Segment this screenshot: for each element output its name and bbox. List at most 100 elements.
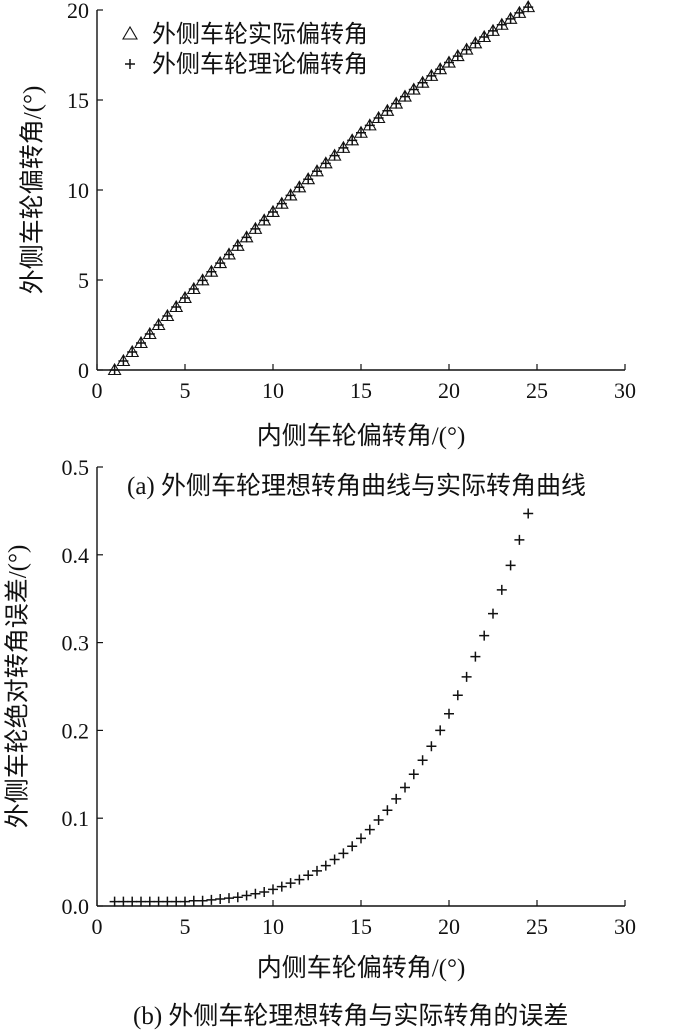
data-point-plus xyxy=(391,793,402,804)
data-point-plus xyxy=(303,174,314,185)
data-point-plus xyxy=(206,266,217,277)
data-point-plus xyxy=(496,584,507,595)
data-point-plus xyxy=(118,356,129,366)
x-tick-label: 25 xyxy=(526,378,548,403)
y-tick-label: 0.2 xyxy=(62,718,90,743)
x-axis-title: 内侧车轮偏转角/(°) xyxy=(257,422,466,450)
data-point-plus xyxy=(338,848,349,859)
data-point-plus xyxy=(417,755,428,766)
data-point-plus xyxy=(215,893,226,904)
data-point-plus xyxy=(303,870,314,881)
x-tick-label: 20 xyxy=(438,914,460,939)
x-tick-label: 30 xyxy=(614,378,636,403)
data-point-plus xyxy=(435,64,446,75)
data-point-plus xyxy=(144,896,155,907)
data-point-plus xyxy=(136,338,146,348)
data-point-plus xyxy=(180,896,190,907)
chart-panel-b: 0 5 10 15 20 25 30 0.0 0.1 0.2 0.3 0.4 0.5 内侧车轮偏转角/(°… xyxy=(4,455,636,1030)
data-point-plus xyxy=(426,70,437,81)
x-tick-label: 15 xyxy=(350,378,372,403)
data-point-plus xyxy=(505,13,516,24)
data-point-plus xyxy=(285,190,296,201)
data-point-plus xyxy=(171,896,182,907)
y-axis-title: 外侧车轮偏转角/(°) xyxy=(19,86,47,295)
data-point-plus xyxy=(294,874,305,885)
data-point-plus xyxy=(259,215,270,226)
data-point-plus xyxy=(488,608,498,619)
x-tick-label: 10 xyxy=(262,914,284,939)
data-point-plus xyxy=(259,886,270,897)
data-point-plus xyxy=(382,805,393,816)
data-point-plus xyxy=(250,888,261,899)
data-point-plus xyxy=(470,38,481,49)
data-point-plus xyxy=(470,651,481,662)
data-point-plus xyxy=(505,560,516,571)
data-point-plus xyxy=(444,57,454,68)
data-point-plus xyxy=(171,302,182,312)
data-point-plus xyxy=(285,878,296,889)
data-point-plus xyxy=(514,7,525,18)
y-tick-label: 0 xyxy=(78,358,89,383)
data-point-plus xyxy=(461,44,472,55)
data-point-plus xyxy=(452,690,463,701)
data-point-plus xyxy=(232,240,243,251)
y-tick-label: 0.1 xyxy=(62,806,90,831)
data-point-plus xyxy=(329,150,340,161)
x-tick-label: 15 xyxy=(350,914,372,939)
data-point-plus xyxy=(312,865,322,876)
data-point-plus xyxy=(488,25,498,36)
data-point-plus xyxy=(347,841,358,852)
data-point-plus xyxy=(356,833,366,844)
data-point-plus xyxy=(373,113,384,123)
data-point-plus xyxy=(426,741,437,752)
x-axis-title: 内侧车轮偏转角/(°) xyxy=(257,954,466,982)
data-point-plus xyxy=(109,896,120,907)
chart-panel-a: 0 5 10 15 20 25 30 0 5 10 15 20 内侧车轮偏转角/(°) 外侧车轮偏转角/(… xyxy=(19,0,636,500)
data-point-plus xyxy=(320,860,331,871)
chart-caption: (a) 外侧车轮理想转角曲线与实际转角曲线 xyxy=(127,472,586,500)
data-point-plus xyxy=(118,896,129,907)
y-axis-title: 外侧车轮绝对转角误差/(°) xyxy=(4,545,32,829)
data-point-plus xyxy=(356,127,366,138)
data-point-plus xyxy=(312,166,322,177)
data-point-plus xyxy=(461,671,472,682)
x-tick-label: 10 xyxy=(262,378,284,403)
data-point-plus xyxy=(444,708,454,719)
x-tick-label: 0 xyxy=(92,914,103,939)
data-point-plus xyxy=(162,311,173,321)
y-tick-label: 15 xyxy=(67,88,89,113)
data-point-plus xyxy=(232,892,243,903)
data-point-plus xyxy=(224,249,234,260)
x-tick-label: 0 xyxy=(92,378,103,403)
y-tick-label: 0.5 xyxy=(62,455,90,480)
legend-label: 外侧车轮理论偏转角 xyxy=(152,51,368,78)
data-point-plus xyxy=(514,534,525,545)
data-point-plus xyxy=(338,142,349,153)
x-tick-label: 30 xyxy=(614,914,636,939)
data-point-plus xyxy=(127,896,138,907)
y-tick-label: 5 xyxy=(78,268,89,293)
x-tick-label: 5 xyxy=(180,914,191,939)
data-point-plus xyxy=(136,896,146,907)
x-tick-label: 25 xyxy=(526,914,548,939)
data-point-plus xyxy=(215,258,226,269)
x-tick-label: 20 xyxy=(438,378,460,403)
data-point-plus xyxy=(144,329,155,339)
data-point-plus xyxy=(364,120,375,131)
data-point-plus xyxy=(417,77,428,88)
data-point-plus xyxy=(276,881,287,892)
data-point-plus xyxy=(276,198,287,209)
data-point-plus xyxy=(400,91,410,102)
y-tick-label: 20 xyxy=(67,0,89,23)
data-point-plus xyxy=(496,19,507,30)
data-point-plus xyxy=(109,365,120,375)
data-point-plus xyxy=(329,854,340,865)
data-point-plus xyxy=(391,98,402,109)
data-point-plus xyxy=(162,896,173,907)
data-point-plus xyxy=(294,182,305,193)
data-point-plus xyxy=(364,824,375,835)
data-point-plus xyxy=(479,630,490,641)
x-tick-label: 5 xyxy=(180,378,191,403)
data-point-plus xyxy=(452,51,463,62)
